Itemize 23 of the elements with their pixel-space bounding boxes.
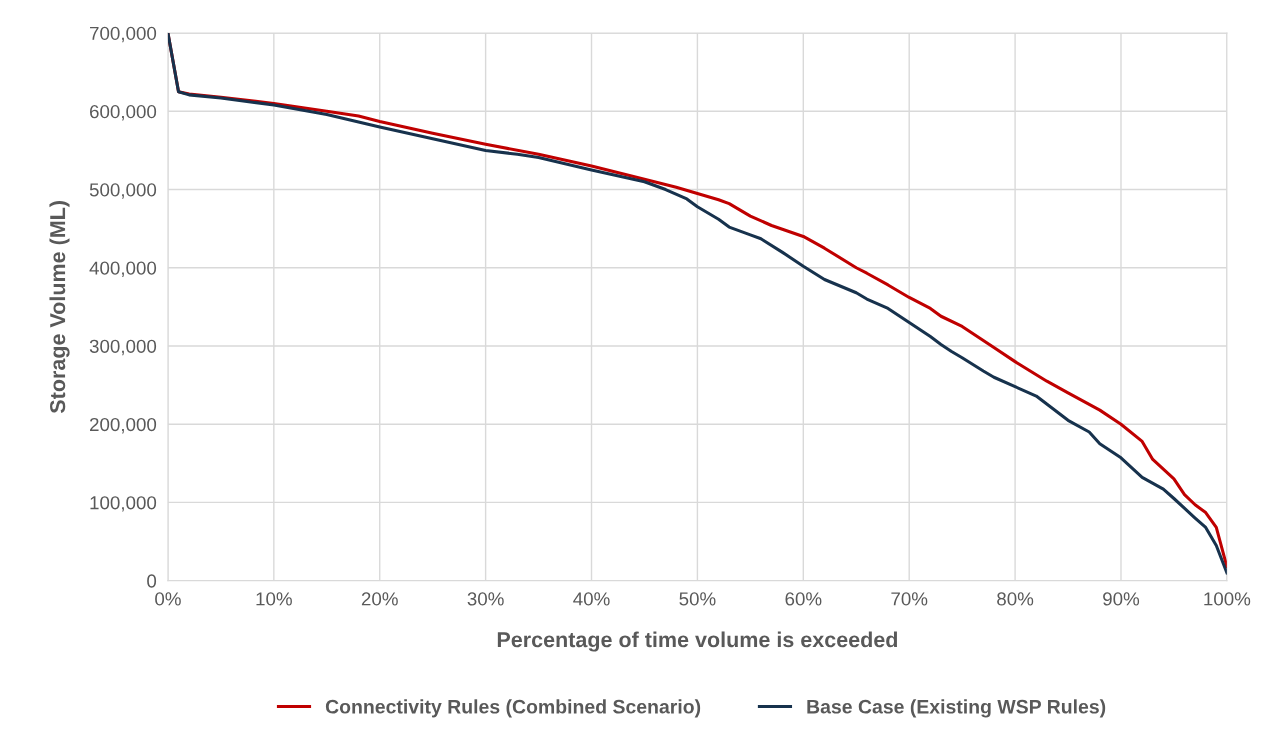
y-tick-label: 400,000 (89, 261, 157, 277)
x-tick-label: 0% (155, 592, 181, 606)
x-tick-label: 70% (891, 592, 928, 606)
x-tick-label: 10% (256, 592, 292, 606)
y-tick-label: 600,000 (90, 105, 157, 121)
y-tick-label: 500,000 (89, 183, 157, 199)
legend-label: Base Case (Existing WSP Rules) (807, 699, 1106, 718)
x-axis-title: Percentage of time volume is exceeded (497, 631, 898, 652)
y-axis-title: Storage Volume (ML) (49, 201, 70, 414)
y-tick-label: 300,000 (89, 339, 157, 356)
x-tick-label: 100% (1204, 592, 1251, 606)
x-tick-label: 80% (997, 592, 1034, 606)
x-tick-label: 50% (679, 592, 716, 606)
x-tick-label: 30% (467, 592, 504, 606)
y-tick-label: 0 (147, 574, 157, 588)
x-tick-label: 60% (785, 592, 822, 606)
x-tick-label: 40% (573, 592, 610, 606)
x-tick-label: 90% (1103, 592, 1140, 606)
y-tick-label: 700,000 (90, 26, 157, 43)
legend-label: Connectivity Rules (Combined Scenario) (325, 699, 701, 718)
x-tick-label: 20% (361, 592, 398, 606)
y-tick-label: 200,000 (90, 417, 157, 434)
y-tick-label: 100,000 (90, 496, 157, 512)
